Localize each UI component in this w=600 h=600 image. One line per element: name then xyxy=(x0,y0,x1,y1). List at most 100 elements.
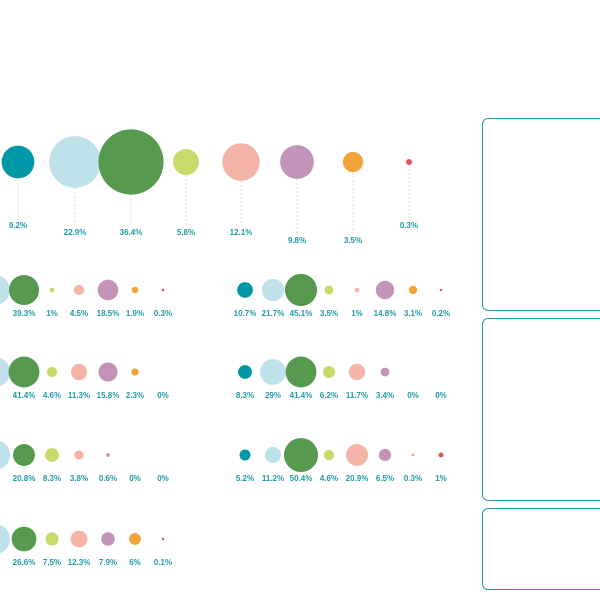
small-bubble-label: 11.3% xyxy=(68,391,90,400)
small-bubble xyxy=(101,532,115,546)
top-bubble-label: 12.1% xyxy=(230,228,253,237)
top-bubble-label: 0.3% xyxy=(400,221,418,230)
small-bubble-label: 21.7% xyxy=(262,309,285,318)
side-panel-middle xyxy=(482,318,600,501)
small-bubble xyxy=(438,452,444,458)
small-bubble xyxy=(0,524,10,554)
small-bubble-label: 1% xyxy=(46,309,58,318)
small-bubble xyxy=(264,446,282,464)
small-bubble-label: 4.5% xyxy=(70,309,88,318)
small-bubble-label: 3.8% xyxy=(70,474,88,483)
small-bubble-label: 2.3% xyxy=(126,391,144,400)
small-bubble xyxy=(131,286,139,294)
small-bubble xyxy=(380,367,390,377)
small-bubble xyxy=(129,533,141,545)
small-bubble-label: 4.6% xyxy=(320,474,338,483)
small-bubble-label: 39.3% xyxy=(13,309,36,318)
small-bubble xyxy=(375,280,395,300)
small-bubble-label: 12.3% xyxy=(68,558,91,567)
small-bubble xyxy=(323,449,335,461)
small-bubble-label: 14.8% xyxy=(374,309,397,318)
small-bubble-label: 5.2% xyxy=(236,474,254,483)
small-bubble-label: 50.4% xyxy=(290,474,313,483)
top-bubble xyxy=(172,148,200,176)
small-bubble-label: 0.3% xyxy=(154,309,172,318)
small-bubble-label: 3.4% xyxy=(376,391,394,400)
small-bubble-label: 8.3% xyxy=(43,474,61,483)
side-panel-top xyxy=(482,118,600,311)
small-bubble-label: 0% xyxy=(157,391,169,400)
small-bubble-label: 0% xyxy=(129,474,141,483)
small-bubble xyxy=(70,363,88,381)
small-bubble xyxy=(49,287,55,293)
small-bubble xyxy=(323,366,335,378)
small-bubble-label: 7.9% xyxy=(99,558,117,567)
small-bubble-label: 3.1% xyxy=(404,309,422,318)
small-bubble xyxy=(439,288,443,292)
small-bubble-label: 45.1% xyxy=(290,309,313,318)
small-bubble xyxy=(354,287,360,293)
top-bubble xyxy=(1,145,35,179)
small-bubble-label: 1.9% xyxy=(126,309,144,318)
small-bubble-label: 1% xyxy=(351,309,363,318)
small-bubble xyxy=(161,288,165,292)
small-bubble xyxy=(131,368,139,376)
small-bubble-label: 11.2% xyxy=(262,474,284,483)
small-bubble-label: 0.2% xyxy=(432,309,450,318)
small-bubble xyxy=(284,273,318,307)
top-bubble xyxy=(280,145,314,179)
small-bubble xyxy=(285,356,317,388)
top-bubble-label: 22.9% xyxy=(64,228,87,237)
small-bubble-label: 7.5% xyxy=(43,558,61,567)
top-bubble-label: 9.8% xyxy=(288,236,306,245)
small-bubble-label: 0.6% xyxy=(99,474,117,483)
small-bubble xyxy=(8,274,40,306)
small-bubble-label: 6% xyxy=(129,558,141,567)
small-bubble xyxy=(8,356,40,388)
small-bubble xyxy=(45,532,59,546)
small-bubble xyxy=(13,444,35,466)
small-bubble-label: 10.7% xyxy=(234,309,257,318)
small-bubble xyxy=(238,365,252,379)
small-bubble-label: 0% xyxy=(407,391,419,400)
top-bubble-label: 5.8% xyxy=(177,228,195,237)
small-bubble xyxy=(0,440,10,470)
small-bubble-label: 26.6% xyxy=(13,558,36,567)
small-bubble xyxy=(0,275,10,305)
small-bubble-label: 0% xyxy=(435,391,447,400)
small-bubble-label: 8.3% xyxy=(236,391,254,400)
small-bubble xyxy=(239,449,251,461)
top-bubble xyxy=(222,143,260,181)
small-bubble xyxy=(46,366,58,378)
small-bubble-label: 41.4% xyxy=(13,391,36,400)
top-bubble-label: 3.5% xyxy=(344,236,362,245)
small-bubble xyxy=(70,530,88,548)
small-bubble xyxy=(378,448,392,462)
small-bubble-label: 6.2% xyxy=(320,391,338,400)
small-bubble xyxy=(260,359,286,385)
small-bubble xyxy=(408,285,418,295)
small-bubble xyxy=(161,537,165,541)
small-bubble-label: 0% xyxy=(157,474,169,483)
small-bubble-label: 41.4% xyxy=(290,391,313,400)
small-bubble xyxy=(411,453,415,457)
top-bubble xyxy=(49,136,101,188)
small-bubble xyxy=(283,437,319,473)
small-bubble xyxy=(348,363,366,381)
top-bubble-label: 9.2% xyxy=(9,221,27,230)
small-bubble xyxy=(11,526,37,552)
small-bubble xyxy=(346,444,368,466)
small-bubble xyxy=(97,279,119,301)
small-bubble-label: 29% xyxy=(265,391,281,400)
top-bubble xyxy=(98,129,164,195)
small-bubble xyxy=(0,357,10,387)
small-bubble xyxy=(74,450,84,460)
side-panel-bottom xyxy=(482,508,600,590)
small-bubble-label: 4.6% xyxy=(43,391,61,400)
small-bubble xyxy=(106,453,110,457)
small-bubble xyxy=(73,284,85,296)
small-bubble xyxy=(98,362,118,382)
top-bubble-label: 36.4% xyxy=(120,228,143,237)
small-bubble-label: 0.3% xyxy=(404,474,422,483)
